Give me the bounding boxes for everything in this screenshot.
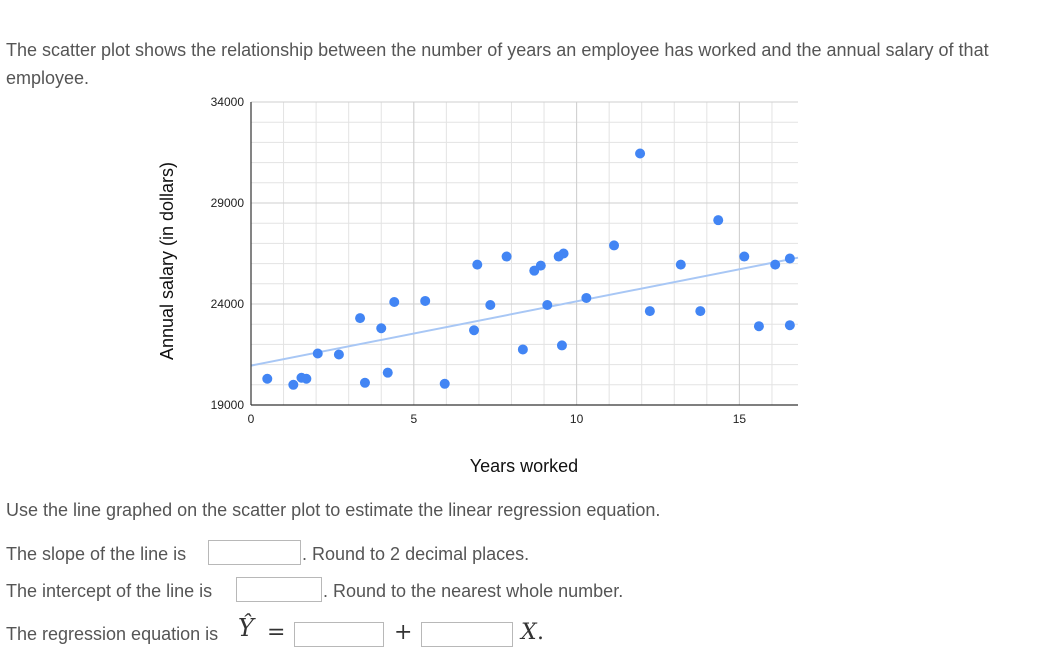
scatter-point [301,373,312,384]
scatter-point [501,251,512,262]
slope-hint: . Round to 2 decimal places. [302,544,530,564]
equation-intercept-input[interactable] [294,622,384,647]
data-points [262,148,795,390]
scatter-point [695,306,706,317]
tick-labels: 0 5 10 15 19000 24000 29000 34000 [211,95,747,426]
equals-sign: = [267,620,286,645]
x-axis-label: Years worked [470,456,578,476]
equation-label: The regression equation is [6,624,219,644]
scatter-point [535,260,546,271]
scatter-point [739,251,750,262]
y-tick-label: 24000 [211,297,245,311]
scatter-point [542,300,553,311]
chart-axes [250,102,798,406]
scatter-point [439,378,450,389]
y-tick-label: 29000 [211,196,245,210]
scatter-point [312,348,323,359]
y-axis-label: Annual salary (in dollars) [157,162,177,360]
scatter-point [581,292,592,303]
scatter-point [770,259,781,270]
equation-slope-input[interactable] [421,622,513,647]
y-tick-label: 34000 [211,95,245,109]
scatter-point [556,340,567,351]
scatter-point [753,321,764,332]
scatter-point [420,295,431,306]
scatter-point [784,320,795,331]
x-tick-label: 15 [733,412,747,426]
scatter-point [609,240,620,251]
scatter-point [472,259,483,270]
scatter-point [675,259,686,270]
scatter-point [517,344,528,355]
plus-sign: + [394,620,413,645]
y-tick-label: 19000 [211,398,245,412]
slope-label: The slope of the line is [6,544,187,564]
scatter-chart: 0 5 10 15 19000 24000 29000 34000 Annual salary… [157,95,799,476]
regression-line [250,256,799,367]
x-variable: X [521,620,537,645]
scatter-point [355,313,366,324]
scatter-point [558,248,569,259]
scatter-point [288,379,299,390]
scatter-point [376,323,387,334]
period: . [537,620,544,645]
intercept-label: The intercept of the line is [6,581,213,601]
scatter-point [485,300,496,311]
intro-text: The scatter plot shows the relationship … [6,40,989,88]
scatter-point [382,367,393,378]
scatter-point [713,215,724,226]
scatter-point [262,373,273,384]
scatter-point [635,148,646,159]
x-tick-label: 0 [248,412,255,426]
scatter-point [644,306,655,317]
x-tick-label: 5 [410,412,417,426]
scatter-point [359,377,370,388]
chart-grid [251,101,798,405]
scatter-point [333,349,344,360]
x-tick-label: 10 [570,412,584,426]
y-hat-symbol: Ŷ [238,614,254,642]
scatter-point [784,253,795,264]
scatter-point [389,296,400,307]
slope-input[interactable] [208,540,301,565]
intercept-hint: . Round to the nearest whole number. [323,581,624,601]
intercept-input[interactable] [236,577,322,602]
instruction-text: Use the line graphed on the scatter plot… [6,500,661,520]
scatter-point [469,325,480,336]
